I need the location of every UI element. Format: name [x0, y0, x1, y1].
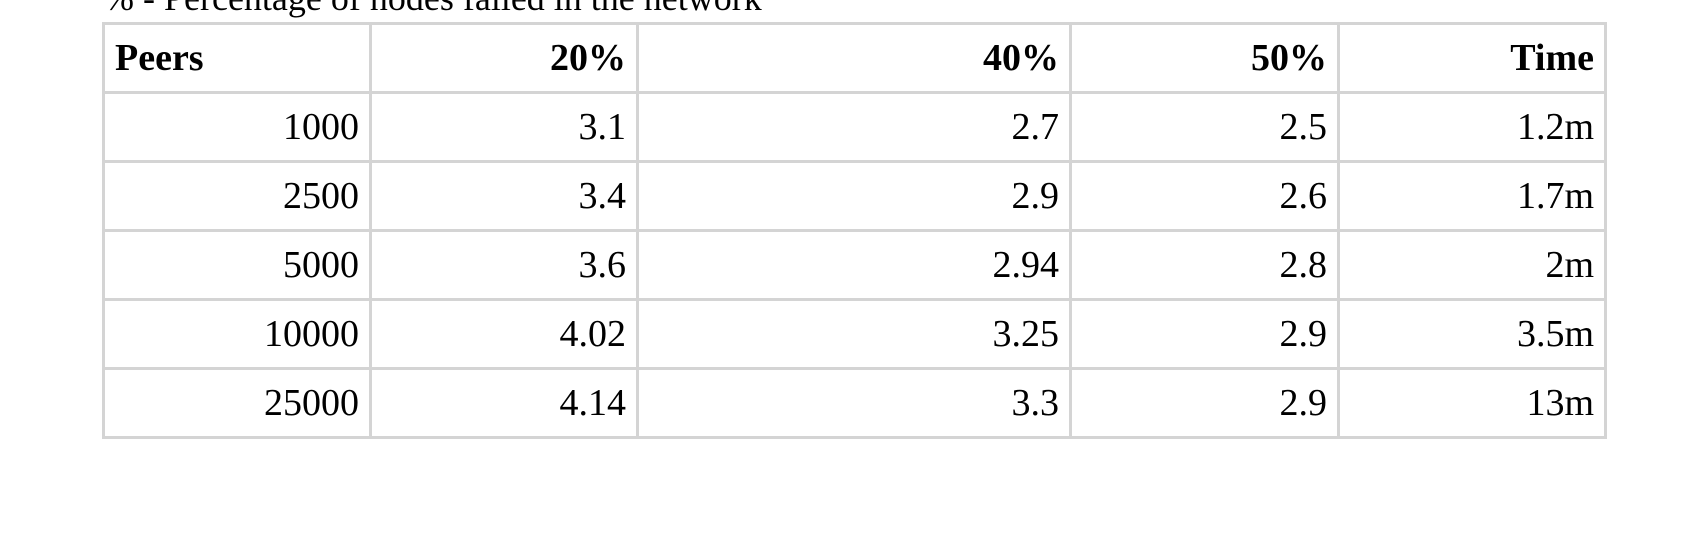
cell-50-percent: 2.8 — [1069, 229, 1340, 301]
cell-peers: 25000 — [102, 367, 372, 439]
cell-time: 2m — [1337, 229, 1607, 301]
cell-40-percent: 2.7 — [636, 91, 1072, 163]
table-row: 25000 4.14 3.3 2.9 13m — [102, 367, 1607, 439]
column-header-time: Time — [1337, 22, 1607, 94]
cell-peers: 1000 — [102, 91, 372, 163]
table-header-row: Peers 20% 40% 50% Time — [102, 22, 1607, 94]
cell-50-percent: 2.9 — [1069, 298, 1340, 370]
column-header-20-percent: 20% — [369, 22, 639, 94]
cell-time: 1.2m — [1337, 91, 1607, 163]
cell-peers: 5000 — [102, 229, 372, 301]
cell-20-percent: 4.02 — [369, 298, 639, 370]
cell-time: 13m — [1337, 367, 1607, 439]
table-row: 5000 3.6 2.94 2.8 2m — [102, 229, 1607, 301]
table-row: 10000 4.02 3.25 2.9 3.5m — [102, 298, 1607, 370]
cell-20-percent: 3.6 — [369, 229, 639, 301]
table-row: 2500 3.4 2.9 2.6 1.7m — [102, 160, 1607, 232]
cell-time: 1.7m — [1337, 160, 1607, 232]
table-row: 1000 3.1 2.7 2.5 1.2m — [102, 91, 1607, 163]
cell-time: 3.5m — [1337, 298, 1607, 370]
cell-50-percent: 2.5 — [1069, 91, 1340, 163]
column-header-50-percent: 50% — [1069, 22, 1340, 94]
column-header-peers: Peers — [102, 22, 372, 94]
cell-40-percent: 3.25 — [636, 298, 1072, 370]
cell-peers: 2500 — [102, 160, 372, 232]
cell-40-percent: 2.94 — [636, 229, 1072, 301]
cell-20-percent: 3.4 — [369, 160, 639, 232]
cell-20-percent: 4.14 — [369, 367, 639, 439]
cell-40-percent: 3.3 — [636, 367, 1072, 439]
cell-50-percent: 2.6 — [1069, 160, 1340, 232]
cell-peers: 10000 — [102, 298, 372, 370]
cell-20-percent: 3.1 — [369, 91, 639, 163]
cell-40-percent: 2.9 — [636, 160, 1072, 232]
column-header-40-percent: 40% — [636, 22, 1072, 94]
table-caption: % - Percentage of nodes failed in the ne… — [104, 0, 762, 18]
cell-50-percent: 2.9 — [1069, 367, 1340, 439]
results-table: Peers 20% 40% 50% Time 1000 3.1 2.7 2.5 … — [102, 22, 1607, 439]
